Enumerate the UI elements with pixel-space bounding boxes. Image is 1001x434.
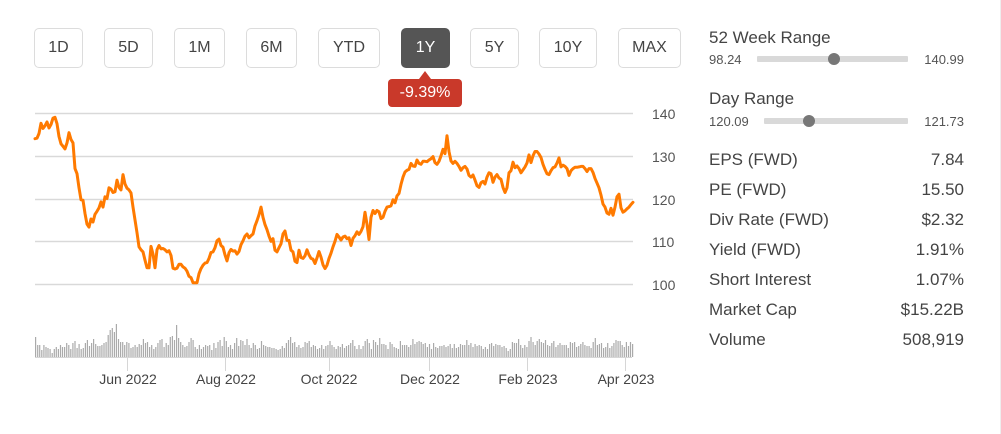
y-tick-label: 140 (652, 106, 676, 122)
week52-low: 98.24 (709, 52, 742, 67)
y-tick-label: 130 (652, 149, 676, 165)
stat-short-interest: Short Interest 1.07% (709, 270, 964, 294)
week52-range-title: 52 Week Range (709, 28, 831, 47)
volume-bars (35, 324, 634, 357)
range-button-5d[interactable]: 5D (104, 28, 153, 68)
y-tick-label: 110 (652, 234, 675, 250)
range-button-1d[interactable]: 1D (34, 28, 83, 68)
range-button-1y[interactable]: 1Y (401, 28, 450, 68)
x-tick-label: Jun 2022 (99, 371, 157, 387)
x-tick-label: Apr 2023 (597, 371, 655, 387)
stat-label: EPS (FWD) (709, 150, 798, 169)
price-chart[interactable] (0, 0, 680, 434)
stat-pe: PE (FWD) 15.50 (709, 180, 964, 204)
stat-label: PE (FWD) (709, 180, 787, 199)
stat-value: 7.84 (930, 150, 964, 169)
stat-label: Volume (709, 330, 766, 349)
week52-range-marker (828, 53, 840, 65)
price-line (33, 115, 635, 285)
stat-label: Yield (FWD) (709, 240, 801, 259)
day-range-title: Day Range (709, 89, 795, 108)
stat-value: 15.50 (921, 180, 964, 199)
week52-high: 140.99 (924, 52, 964, 67)
change-badge: -9.39% (388, 71, 462, 107)
stat-label: Short Interest (709, 270, 812, 289)
stat-div-rate: Div Rate (FWD) $2.32 (709, 210, 964, 234)
stat-label: Div Rate (FWD) (709, 210, 829, 229)
range-button-1m[interactable]: 1M (174, 28, 225, 68)
stat-value: 508,919 (902, 330, 964, 349)
day-high: 121.73 (924, 114, 964, 129)
y-tick-label: 100 (652, 277, 676, 293)
x-tick-label: Feb 2023 (498, 371, 558, 387)
range-button-6m[interactable]: 6M (246, 28, 297, 68)
day-range-marker (802, 115, 815, 127)
day-low: 120.09 (709, 114, 749, 129)
x-tick-label: Dec 2022 (400, 371, 460, 387)
chart-gridlines (35, 112, 633, 286)
y-tick-label: 120 (652, 192, 676, 208)
stat-volume: Volume 508,919 (709, 330, 964, 354)
stat-market-cap: Market Cap $15.22B (709, 300, 964, 324)
range-button-5y[interactable]: 5Y (470, 28, 519, 68)
stat-value: 1.07% (915, 270, 964, 289)
x-axis-ticks (127, 357, 626, 371)
range-button-max[interactable]: MAX (618, 28, 681, 68)
day-range-track (764, 115, 908, 127)
stat-value: $2.32 (921, 210, 964, 229)
range-button-ytd[interactable]: YTD (318, 28, 380, 68)
stat-yield: Yield (FWD) 1.91% (709, 240, 964, 264)
stat-value: $15.22B (900, 300, 964, 319)
week52-range-track (757, 53, 908, 65)
stat-value: 1.91% (915, 240, 964, 259)
x-tick-label: Aug 2022 (196, 371, 256, 387)
stat-eps: EPS (FWD) 7.84 (709, 150, 964, 174)
stat-label: Market Cap (709, 300, 797, 319)
range-button-10y[interactable]: 10Y (539, 28, 597, 68)
x-tick-label: Oct 2022 (300, 371, 358, 387)
